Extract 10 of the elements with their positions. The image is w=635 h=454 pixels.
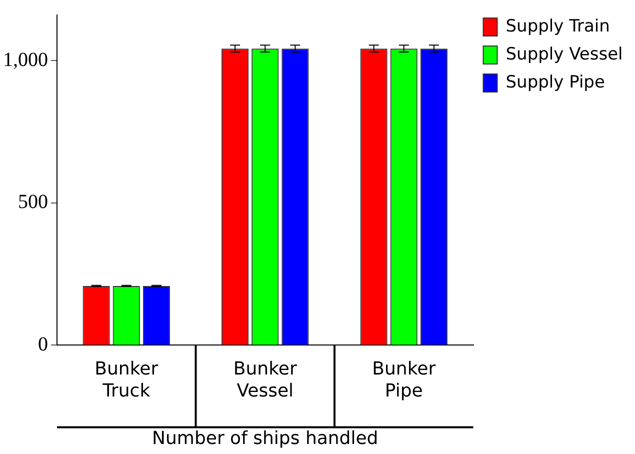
x-tick-label: Bunker Vessel <box>233 358 298 402</box>
x-axis-title: Number of ships handled <box>152 428 378 449</box>
y-tick-label: 500 <box>18 191 48 214</box>
y-tick-label: 0 <box>38 333 48 356</box>
x-tick-label: Bunker Truck <box>94 358 159 402</box>
x-tick-label: Bunker Pipe <box>372 358 436 402</box>
legend-label: Supply Train <box>506 16 610 36</box>
legend-label: Supply Pipe <box>506 72 605 92</box>
y-tick-label: 1,000 <box>3 48 48 71</box>
legend-label: Supply Vessel <box>506 44 623 64</box>
